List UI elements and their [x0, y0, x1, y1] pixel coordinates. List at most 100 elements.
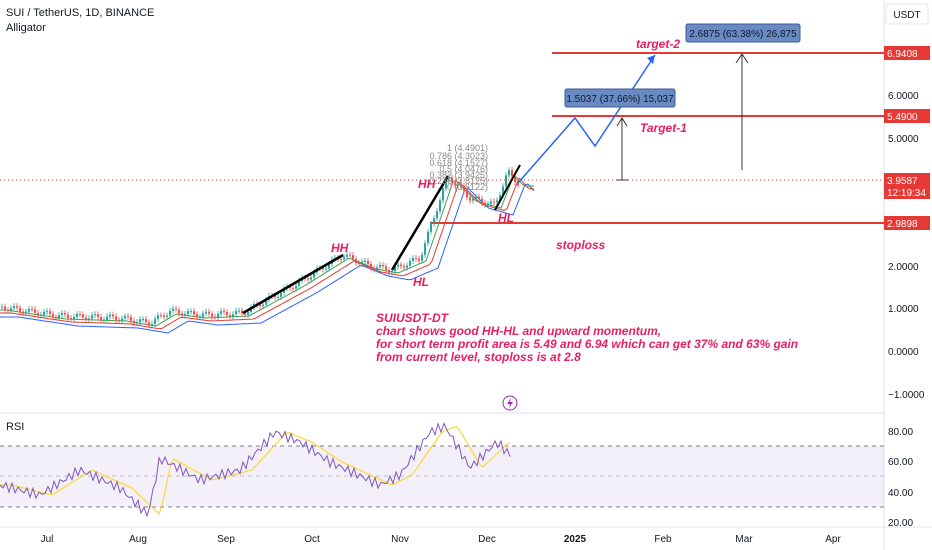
candle-body: [214, 316, 216, 318]
candle-body: [394, 266, 396, 272]
candle-body: [406, 265, 408, 268]
annotation-line-3: for short term profit area is 5.49 and 6…: [376, 337, 798, 351]
candle-body: [343, 256, 345, 260]
candle-body: [37, 312, 39, 316]
candle-body: [241, 310, 243, 314]
candle-body: [70, 318, 72, 320]
candle-body: [457, 184, 459, 186]
candle-body: [409, 261, 411, 266]
fib-label-05: 0.5 (4.0476): [439, 164, 488, 174]
candle-body: [169, 310, 171, 316]
candle-body: [31, 308, 33, 310]
candle-body: [322, 267, 324, 270]
candle-body: [13, 306, 15, 309]
trend-line-1[interactable]: [242, 253, 344, 315]
candle-body: [46, 311, 48, 313]
candle-body: [190, 311, 192, 313]
price-tag: [884, 173, 930, 199]
time-tick-label: Jul: [41, 534, 54, 545]
candle-body: [1, 306, 3, 308]
target-2-label: target-2: [636, 37, 680, 51]
fib-label-1: 1 (4.4901): [447, 143, 488, 153]
candle-body: [346, 254, 348, 257]
trend-line-3[interactable]: [494, 164, 521, 211]
candle-body: [454, 182, 456, 185]
candle-body: [88, 318, 90, 320]
time-tick-label: Nov: [391, 534, 409, 545]
fib-label-0618: 0.618 (4.1527): [429, 158, 488, 168]
rsi-title: RSI: [6, 421, 24, 433]
candle-body: [397, 264, 399, 267]
candle-body: [58, 315, 60, 318]
candle-body: [64, 313, 66, 315]
candle-body: [445, 179, 447, 189]
rsi-ma-line: [0, 425, 511, 516]
annotation-line-1: SUIUSDT-DT: [376, 311, 450, 325]
candle-body: [220, 311, 222, 314]
rsi-series: [0, 422, 511, 518]
candle-body: [502, 186, 504, 196]
candle-body: [199, 316, 201, 318]
candle-body: [493, 201, 495, 203]
candle-body: [160, 315, 162, 317]
candle-body: [133, 320, 135, 324]
candle-body: [106, 316, 108, 320]
candle-body: [112, 314, 114, 317]
candle-body: [196, 314, 198, 318]
symbol-title[interactable]: SUI / TetherUS, 1D, BINANCE: [6, 7, 154, 19]
price-series: [0, 167, 535, 334]
candle-body: [325, 268, 327, 270]
candle-body: [292, 288, 294, 290]
candle-body: [118, 319, 120, 321]
candle-body: [313, 272, 315, 278]
candle-body: [202, 313, 204, 317]
fib-label-0236: 0.236 (3.8125): [429, 176, 488, 186]
candle-body: [508, 170, 510, 176]
indicator-title[interactable]: Alligator: [6, 22, 46, 34]
candle-body: [175, 308, 177, 310]
candle-body: [439, 200, 441, 212]
projection-path[interactable]: [517, 54, 656, 184]
candle-body: [193, 311, 195, 315]
candle-body: [436, 211, 438, 219]
candle-body: [205, 311, 207, 314]
candle-body: [349, 254, 351, 256]
measure-arrow-1-head: [616, 117, 628, 127]
currency-label: USDT: [893, 10, 920, 21]
candle-body: [499, 195, 501, 201]
candle-body: [91, 315, 93, 319]
candle-body: [364, 260, 366, 262]
candle-body: [217, 313, 219, 317]
candle-body: [340, 259, 342, 261]
candle-body: [85, 317, 87, 320]
price-tag-label: 2.9898: [887, 219, 918, 230]
alligator-line: [0, 183, 535, 334]
candle-body: [460, 184, 462, 187]
measure-box-1[interactable]: [564, 88, 676, 108]
candle-body: [232, 314, 234, 317]
candle-body: [415, 258, 417, 260]
candle-body: [49, 311, 51, 314]
candle-body: [124, 316, 126, 319]
candle-body: [361, 261, 363, 264]
candle-body: [34, 309, 36, 313]
candle-body: [358, 263, 360, 265]
candle-body: [367, 260, 369, 264]
candle-body: [145, 319, 147, 323]
candle-body: [55, 317, 57, 319]
stoploss-label: stoploss: [556, 238, 606, 252]
candle-body: [328, 264, 330, 269]
rsi-tick-label: 80.00: [888, 427, 913, 438]
candle-body: [109, 314, 111, 317]
measure-box-2[interactable]: [685, 23, 801, 43]
rsi-line: [0, 422, 511, 518]
currency-button[interactable]: [885, 3, 929, 25]
candle-body: [187, 311, 189, 315]
candle-body: [40, 314, 42, 316]
candle-body: [157, 315, 159, 319]
target-1-label: Target-1: [640, 121, 687, 135]
trend-line-2[interactable]: [390, 175, 450, 271]
time-tick-label: Mar: [735, 534, 753, 545]
